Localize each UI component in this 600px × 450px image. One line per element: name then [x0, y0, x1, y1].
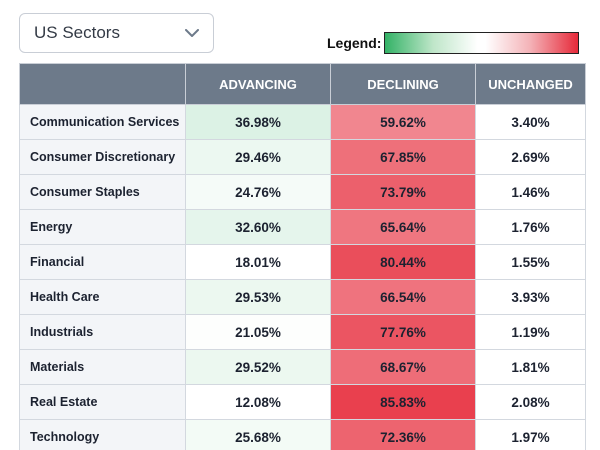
table-row: Financial 18.01% 80.44% 1.55%: [19, 244, 586, 280]
advancing-cell: 24.76%: [185, 174, 331, 210]
header-advancing[interactable]: ADVANCING: [185, 63, 331, 105]
declining-cell: 73.79%: [330, 174, 476, 210]
unchanged-cell: 1.55%: [475, 244, 586, 280]
chevron-down-icon: [183, 24, 201, 42]
advancing-cell: 36.98%: [185, 104, 331, 140]
unchanged-cell: 2.69%: [475, 139, 586, 175]
table-row: Energy 32.60% 65.64% 1.76%: [19, 209, 586, 245]
advancing-cell: 32.60%: [185, 209, 331, 245]
sector-name-cell: Technology: [19, 419, 186, 450]
declining-cell: 59.62%: [330, 104, 476, 140]
sector-name-cell: Energy: [19, 209, 186, 245]
sector-name-cell: Real Estate: [19, 384, 186, 420]
header-sector: [19, 63, 186, 105]
unchanged-cell: 3.93%: [475, 279, 586, 315]
unchanged-cell: 2.08%: [475, 384, 586, 420]
sector-name-cell: Consumer Staples: [19, 174, 186, 210]
sector-table: ADVANCING DECLINING UNCHANGED Communicat…: [19, 63, 586, 450]
table-row: Industrials 21.05% 77.76% 1.19%: [19, 314, 586, 350]
unchanged-cell: 3.40%: [475, 104, 586, 140]
table-header-row: ADVANCING DECLINING UNCHANGED: [19, 63, 586, 105]
legend-gradient-bar: [384, 32, 580, 54]
sector-name-cell: Consumer Discretionary: [19, 139, 186, 175]
advancing-cell: 29.53%: [185, 279, 331, 315]
unchanged-cell: 1.19%: [475, 314, 586, 350]
declining-cell: 72.36%: [330, 419, 476, 450]
advancing-cell: 25.68%: [185, 419, 331, 450]
legend-label: Legend:: [327, 35, 382, 51]
declining-cell: 77.76%: [330, 314, 476, 350]
sector-group-select[interactable]: US Sectors: [19, 13, 214, 53]
table-row: Technology 25.68% 72.36% 1.97%: [19, 419, 586, 450]
declining-cell: 85.83%: [330, 384, 476, 420]
advancing-cell: 12.08%: [185, 384, 331, 420]
sector-name-cell: Materials: [19, 349, 186, 385]
advancing-cell: 29.46%: [185, 139, 331, 175]
declining-cell: 65.64%: [330, 209, 476, 245]
sector-name-cell: Health Care: [19, 279, 186, 315]
table-body: Communication Services 36.98% 59.62% 3.40% C…: [19, 104, 586, 450]
sector-name-cell: Financial: [19, 244, 186, 280]
declining-cell: 80.44%: [330, 244, 476, 280]
table-row: Materials 29.52% 68.67% 1.81%: [19, 349, 586, 385]
sector-table-container: ADVANCING DECLINING UNCHANGED Communicat…: [19, 63, 586, 450]
legend: Legend:: [327, 32, 580, 54]
table-row: Consumer Discretionary 29.46% 67.85% 2.69%: [19, 139, 586, 175]
unchanged-cell: 1.97%: [475, 419, 586, 450]
unchanged-cell: 1.81%: [475, 349, 586, 385]
declining-cell: 68.67%: [330, 349, 476, 385]
header-unchanged[interactable]: UNCHANGED: [475, 63, 586, 105]
advancing-cell: 18.01%: [185, 244, 331, 280]
sector-name-cell: Communication Services: [19, 104, 186, 140]
table-row: Health Care 29.53% 66.54% 3.93%: [19, 279, 586, 315]
header-declining[interactable]: DECLINING: [330, 63, 476, 105]
advancing-cell: 29.52%: [185, 349, 331, 385]
sector-group-select-value: US Sectors: [34, 23, 120, 42]
table-row: Consumer Staples 24.76% 73.79% 1.46%: [19, 174, 586, 210]
declining-cell: 67.85%: [330, 139, 476, 175]
table-row: Real Estate 12.08% 85.83% 2.08%: [19, 384, 586, 420]
unchanged-cell: 1.76%: [475, 209, 586, 245]
unchanged-cell: 1.46%: [475, 174, 586, 210]
declining-cell: 66.54%: [330, 279, 476, 315]
sector-name-cell: Industrials: [19, 314, 186, 350]
advancing-cell: 21.05%: [185, 314, 331, 350]
table-row: Communication Services 36.98% 59.62% 3.40%: [19, 104, 586, 140]
